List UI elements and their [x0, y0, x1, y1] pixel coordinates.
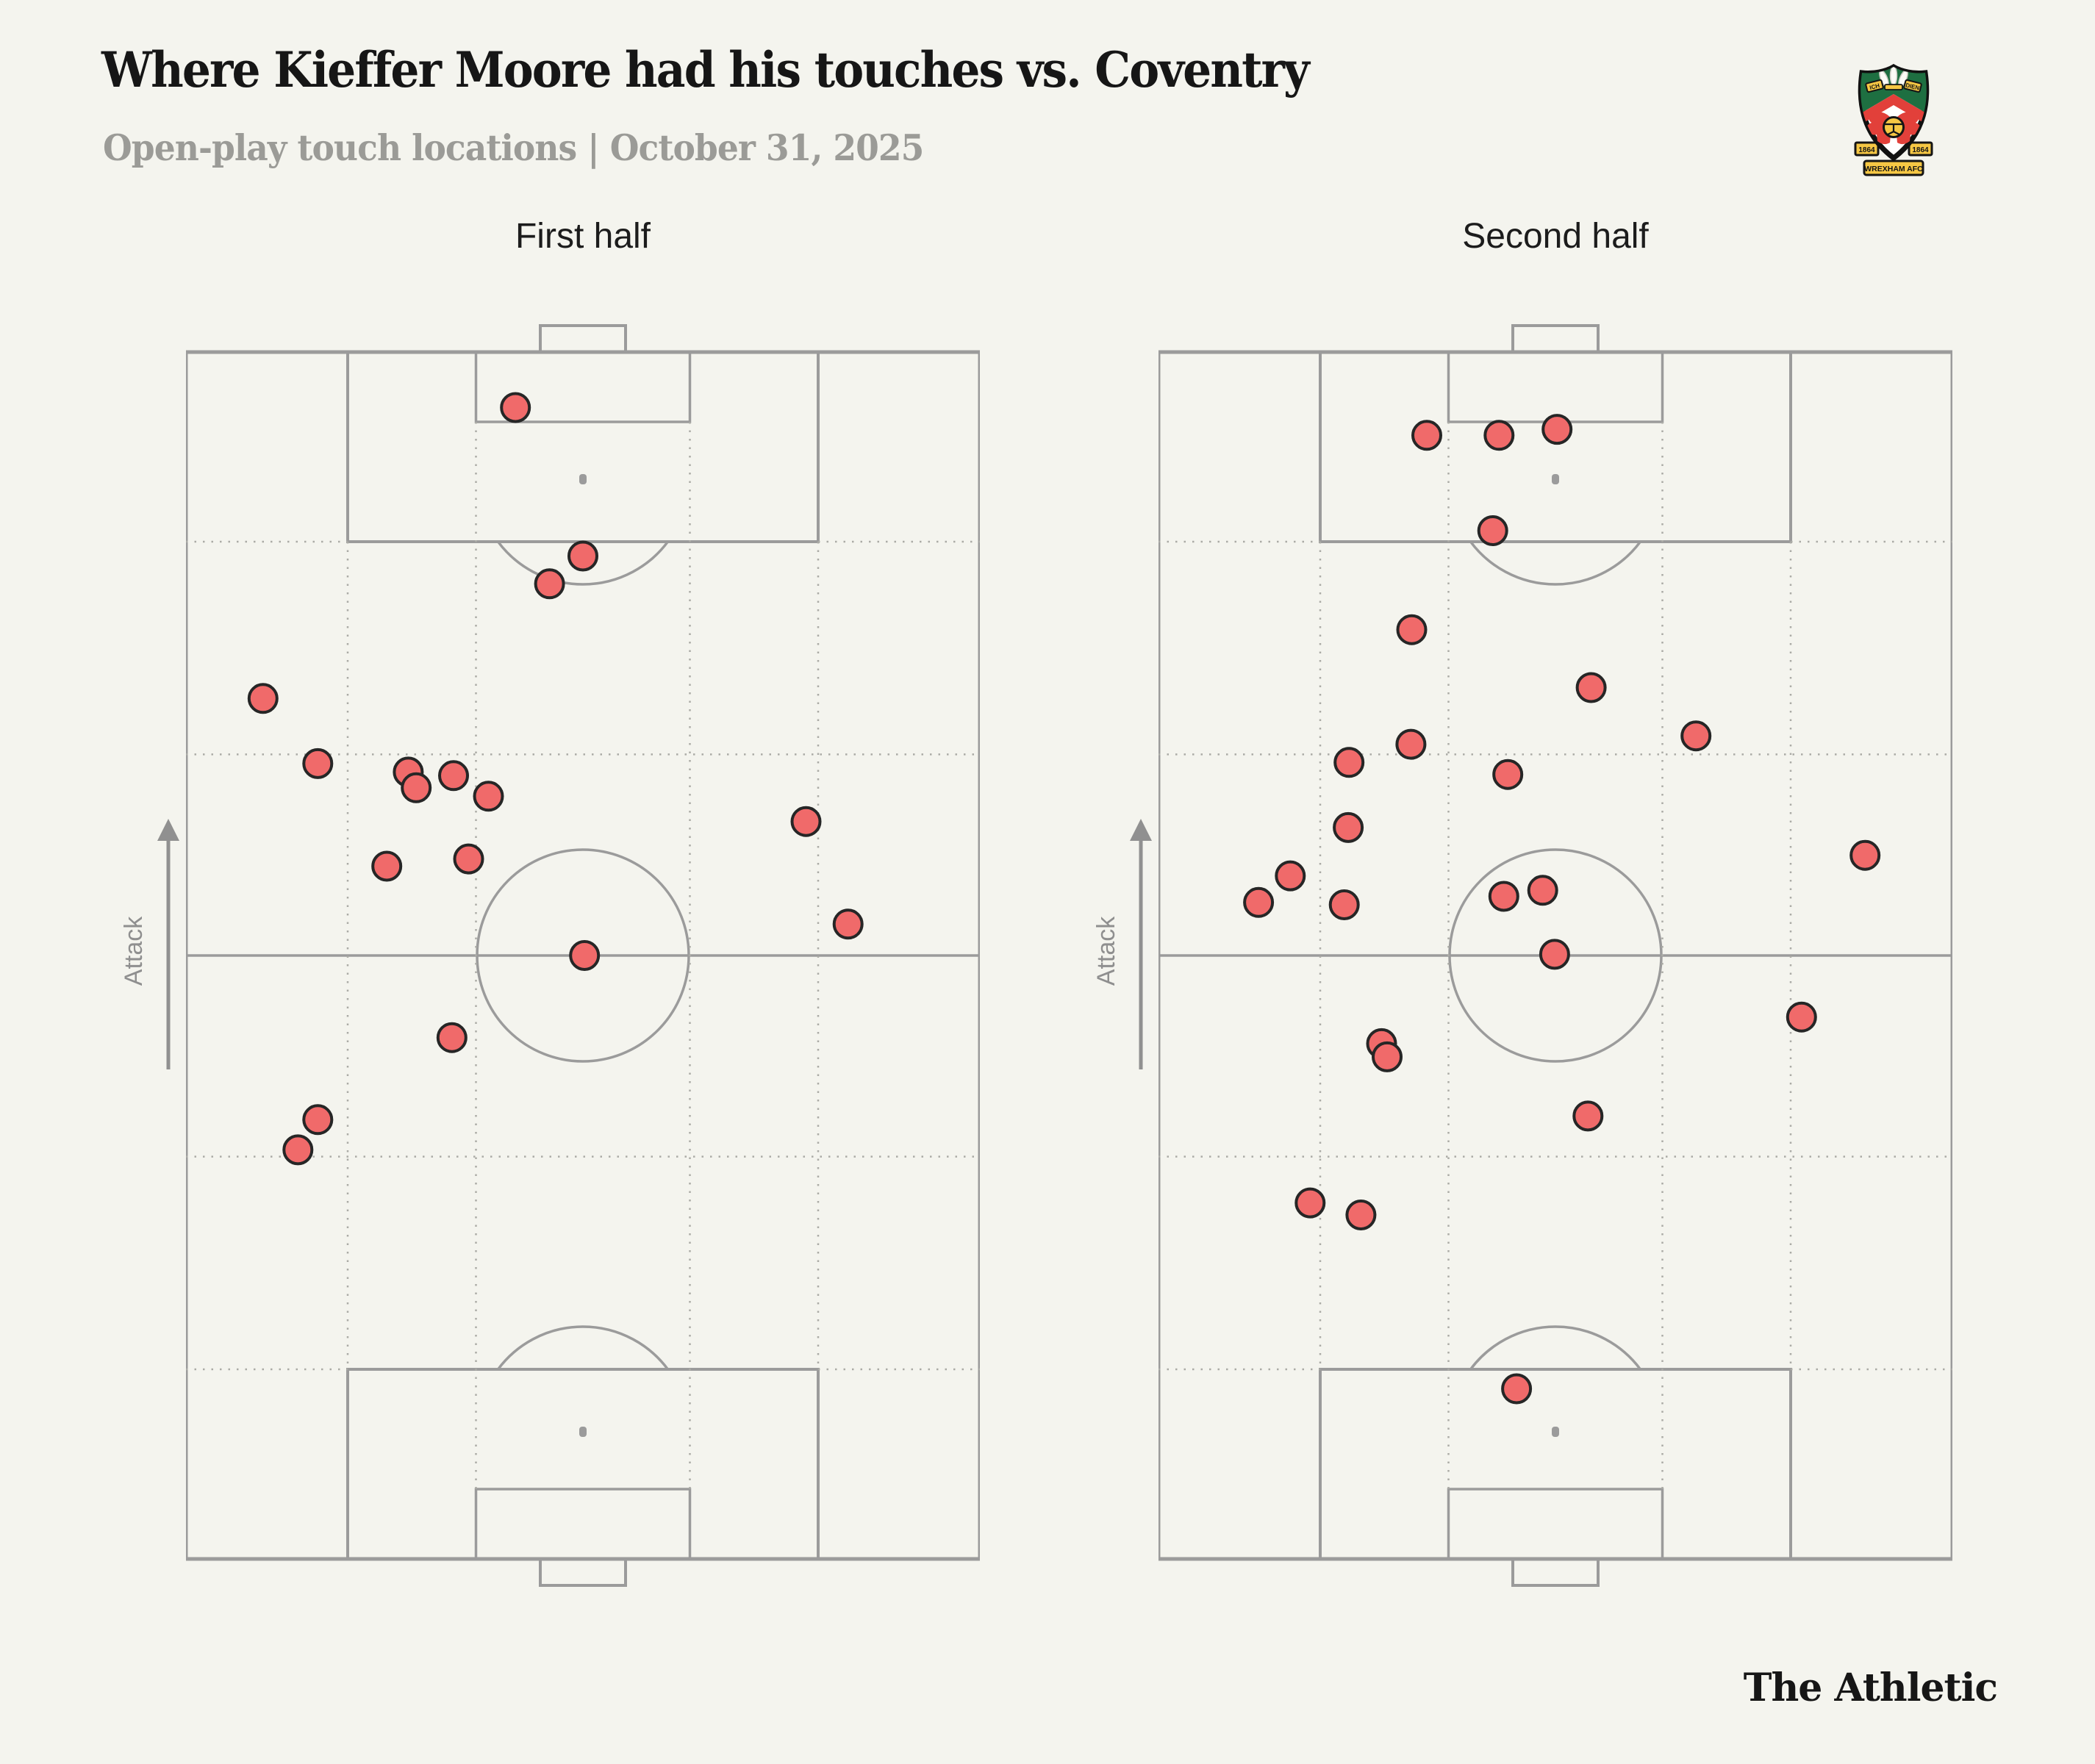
- goal-top: [1511, 324, 1600, 354]
- penalty-spot-bottom: [1552, 1427, 1559, 1437]
- touch-dot: [569, 940, 601, 971]
- touch-dot: [1786, 1001, 1817, 1033]
- touch-dot: [1372, 1041, 1403, 1072]
- six-yard-box-top: [1447, 351, 1664, 423]
- touch-dot: [438, 760, 469, 792]
- centre-circle: [476, 848, 690, 1063]
- crest-football-lines: [1884, 123, 1903, 135]
- touch-dot: [1849, 839, 1881, 871]
- touch-dot: [282, 1134, 314, 1166]
- svg-text:ICH: ICH: [1869, 82, 1880, 91]
- touch-dot: [1333, 747, 1365, 778]
- touch-dot: [1328, 889, 1360, 920]
- touch-dot: [371, 850, 403, 882]
- touch-dot: [302, 1104, 334, 1136]
- touch-dot: [1483, 420, 1515, 451]
- attack-label: Attack: [1092, 916, 1120, 986]
- touch-dot: [832, 908, 864, 940]
- touch-dot: [567, 540, 598, 572]
- touch-dot: [790, 806, 822, 837]
- touches-layer: [247, 392, 864, 1166]
- touch-dot: [1243, 886, 1275, 918]
- attack-arrow-head: [1130, 819, 1152, 841]
- touch-dot: [1294, 1187, 1326, 1219]
- crest-year-left: 1864: [1858, 146, 1875, 154]
- touch-dot: [1488, 881, 1519, 912]
- crest-scroll-left: ICH: [1865, 79, 1884, 93]
- attack-label: Attack: [120, 916, 148, 986]
- touch-dot: [1575, 672, 1607, 703]
- touch-dot: [1345, 1200, 1377, 1230]
- pitch-second-half: [1158, 324, 1952, 1587]
- penalty-box-top: [1319, 351, 1792, 543]
- crest-year-right-tag: [1908, 141, 1933, 157]
- touch-dot: [453, 843, 484, 875]
- touch-dot: [534, 568, 565, 600]
- attack-direction-arrow: Attack: [1092, 819, 1152, 1069]
- touch-dot: [401, 772, 432, 803]
- touch-dot: [1411, 420, 1442, 451]
- pitch-first-half: [186, 324, 980, 1587]
- page-subtitle: Open-play touch locations | October 31, …: [103, 126, 924, 169]
- crest-coronet: [1884, 84, 1903, 90]
- pitch-label-second-half: Second half: [1462, 217, 1649, 256]
- touch-dot: [1680, 720, 1712, 752]
- touch-dot: [1396, 614, 1428, 645]
- touch-dot: [1395, 728, 1427, 760]
- crest-banner-text: WREXHAM AFC: [1864, 165, 1923, 173]
- penalty-arc-bottom: [1469, 1325, 1641, 1371]
- six-yard-box-top: [474, 351, 692, 423]
- six-yard-box-bottom: [474, 1488, 692, 1560]
- penalty-box-bottom: [1319, 1368, 1792, 1560]
- page-title: Where Kieffer Moore had his touches vs. …: [101, 41, 1310, 98]
- touch-dot: [1492, 759, 1524, 790]
- touch-dot: [1501, 1373, 1533, 1405]
- club-crest-icon: ICH DIEN 1864 1864 WREXHAM AFC: [1854, 63, 1933, 176]
- penalty-spot-bottom: [579, 1427, 587, 1437]
- touches-layer: [1243, 414, 1881, 1405]
- crest-scroll-right: DIEN: [1903, 79, 1922, 93]
- penalty-spot-top: [1552, 474, 1559, 484]
- penalty-arc-bottom: [497, 1325, 669, 1371]
- crest-feather-center: [1889, 67, 1898, 86]
- crest-green-field: [1861, 67, 1927, 119]
- touch-dot: [1541, 414, 1573, 445]
- touch-dot: [436, 1022, 468, 1053]
- six-yard-box-bottom: [1447, 1488, 1664, 1560]
- touch-dot: [1572, 1100, 1604, 1132]
- penalty-arc-top: [1469, 540, 1641, 586]
- goal-bottom: [539, 1557, 627, 1587]
- crest-year-left-tag: [1854, 141, 1880, 157]
- touch-dot: [1477, 515, 1508, 546]
- penalty-arc-top: [497, 540, 669, 586]
- penalty-spot-top: [579, 474, 587, 484]
- penalty-box-bottom: [346, 1368, 820, 1560]
- touch-dot: [1527, 875, 1558, 906]
- pitch-label-first-half: First half: [515, 217, 651, 256]
- touch-dot: [247, 683, 279, 714]
- attack-arrow-head: [157, 819, 179, 841]
- goal-top: [539, 324, 627, 354]
- touch-dot: [302, 747, 334, 779]
- touch-dot: [1539, 939, 1570, 970]
- attack-direction-arrow: Attack: [120, 819, 179, 1069]
- crest-year-right: 1864: [1912, 146, 1929, 154]
- goal-bottom: [1511, 1557, 1600, 1587]
- touch-dot: [1275, 860, 1306, 892]
- the-athletic-logo: The Athletic: [1743, 1666, 1998, 1710]
- centre-circle: [1448, 848, 1663, 1063]
- touch-dot: [500, 392, 531, 423]
- touch-dot: [1333, 811, 1364, 843]
- penalty-box-top: [346, 351, 820, 543]
- crest-chevron: [1861, 94, 1927, 130]
- touch-dot: [473, 781, 504, 812]
